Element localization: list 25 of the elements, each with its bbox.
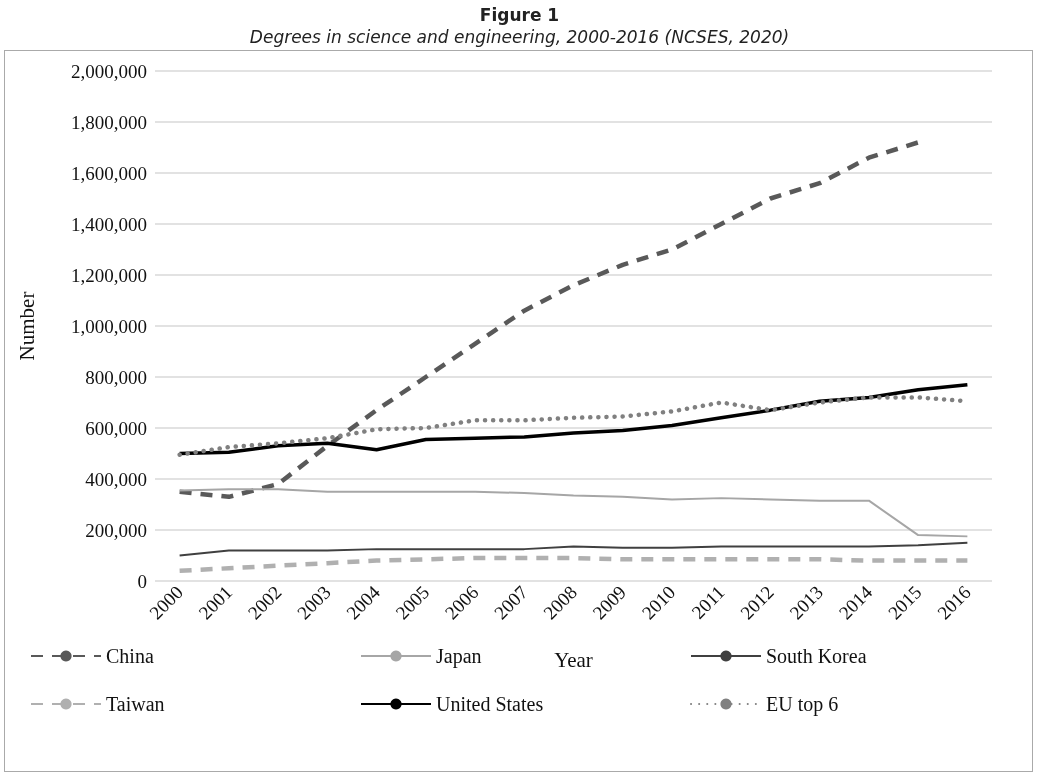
y-tick-label: 1,200,000 — [71, 264, 147, 286]
legend-label: EU top 6 — [766, 693, 839, 716]
y-axis-title: Number — [14, 291, 39, 361]
y-tick-label: 1,800,000 — [71, 111, 147, 133]
line-series — [177, 555, 970, 574]
line-series — [177, 140, 921, 500]
legend-label: South Korea — [766, 645, 867, 667]
y-tick-label: 600,000 — [85, 417, 147, 439]
chart-subtitle: Degrees in science and engineering, 2000-2016 (NCSES, 2020) — [248, 26, 791, 48]
y-tick-label: 800,000 — [85, 366, 147, 388]
y-tick-label: 400,000 — [85, 468, 147, 490]
y-tick-label: 1,600,000 — [71, 162, 147, 184]
legend-label: Japan — [436, 645, 482, 668]
y-tick-label: 1,000,000 — [71, 315, 147, 337]
y-tick-label: 2,000,000 — [71, 60, 147, 82]
legend-label: China — [106, 645, 154, 667]
line-series — [178, 541, 969, 557]
y-tick-label: 1,400,000 — [71, 213, 147, 235]
chart-title: Figure 1 — [478, 4, 561, 26]
y-tick-label: 0 — [137, 570, 147, 592]
y-tick-label: 200,000 — [85, 519, 147, 541]
legend-label: United States — [436, 693, 544, 715]
legend-label: Taiwan — [106, 693, 165, 715]
x-axis-title: Year — [554, 647, 593, 672]
line-series — [178, 488, 969, 538]
